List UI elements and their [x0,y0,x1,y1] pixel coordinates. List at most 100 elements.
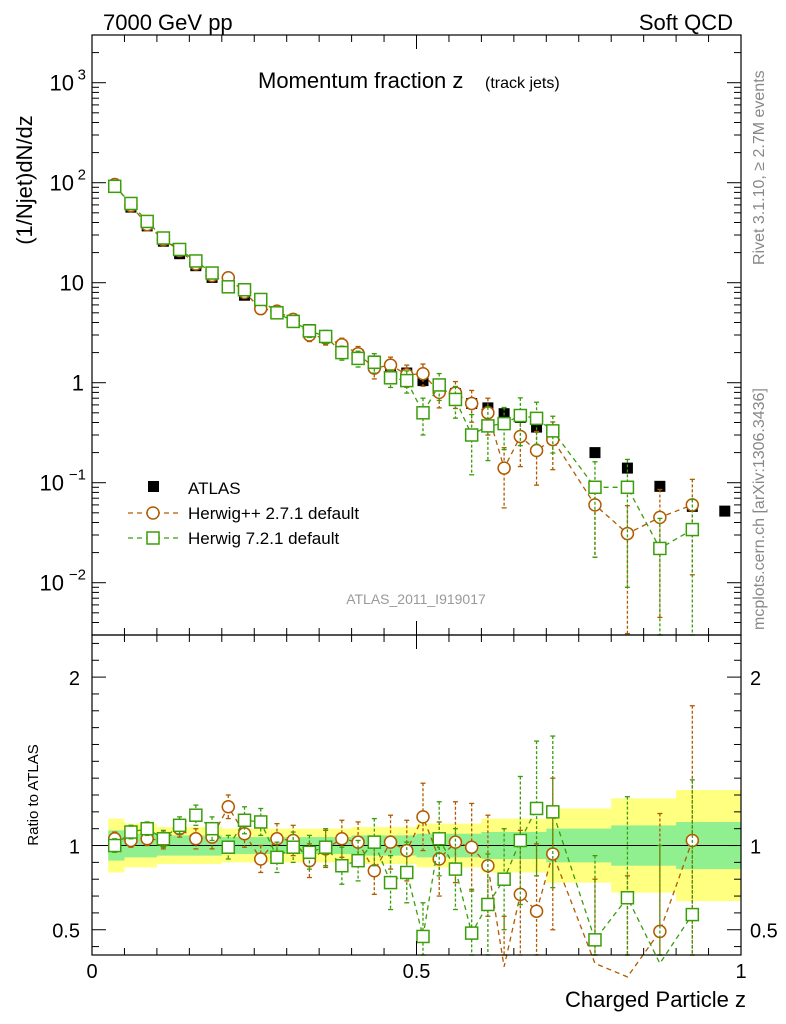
ratio-data-point [367,864,382,878]
legend: ATLAS Herwig++ 2.7.1 default Herwig 7.2.… [128,479,359,548]
data-point [335,345,349,360]
y-tick-label-exponent: −1 [69,467,86,484]
data-point [588,480,602,495]
atlas-data-point [719,505,731,517]
data-point [302,324,317,338]
ratio-data-point [221,800,236,814]
data-point [432,378,446,392]
data-point [124,196,138,211]
x-axis-label: Charged Particle z [565,987,746,1012]
plot-title-sub: (track jets) [485,75,560,92]
y-tick-label: 1 [72,371,84,396]
data-point [253,292,268,307]
legend-atlas-label: ATLAS [188,479,241,498]
ratio-data-point [400,865,414,880]
data-point [205,266,219,280]
ratio-y-axis-label: Ratio to ATLAS [25,744,42,845]
data-point [318,329,333,344]
y-axis-label: (1/Njet)dN/dz [12,115,37,245]
ratio-data-point [286,840,300,854]
ratio-y-tick-label-left: 2 [69,668,80,690]
y-tick-label-exponent: 2 [78,167,86,184]
data-point [620,480,635,495]
rivet-label: Rivet 3.1.10, ≥ 2.7M events [751,70,768,265]
x-tick-label: 1 [735,961,746,983]
ratio-data-point [432,832,446,846]
ratio-data-point [189,832,203,846]
analysis-label: ATLAS_2011_I919017 [346,591,486,607]
legend-herwig7-label: Herwig 7.2.1 default [188,529,339,548]
ratio-data-point [464,840,479,854]
x-tick-label: 0 [86,961,97,983]
data-point [189,254,203,268]
ratio-data-point [588,933,602,947]
ratio-data-point [318,840,333,854]
y-tick-label: 10 [40,471,64,496]
ratio-data-point [351,853,365,868]
ratio-data-point [620,890,635,905]
y-tick-label: 10 [50,171,74,196]
ratio-data-point [107,838,122,853]
ratio-data-point [383,835,398,849]
legend-herwig7-marker [146,531,160,545]
header-right: Soft QCD [639,10,733,35]
data-point [416,406,430,420]
ratio-data-point [237,813,252,828]
atlas-data-point [621,462,633,474]
data-point [400,373,414,388]
data-point [653,541,667,556]
plot-title-main: Momentum fraction z [258,68,463,93]
data-point [529,443,544,458]
data-point [286,314,300,329]
data-point [140,214,154,229]
ratio-data-point [416,810,430,824]
ratio-data-point [221,840,236,854]
data-point [685,522,700,537]
atlas-data-point [589,447,601,459]
header-left: 7000 GeV pp [103,10,233,35]
x-tick-label: 0.5 [403,961,431,983]
data-point [172,242,187,257]
ratio-data-point [205,821,219,836]
data-point [481,419,495,433]
ratio-plot-panel: 0.5 0.51 12 20 0.5 1 Ratio to ATLAS Charged P… [25,634,778,1012]
atlas-data-point [531,421,543,433]
legend-herwigpp-marker [146,506,160,520]
ratio-y-tick-label-right: 1 [750,837,761,859]
data-point [653,510,667,525]
ratio-data-point [156,832,171,846]
ratio-data-point [685,907,700,922]
legend-atlas-marker [148,481,159,492]
ratio-plot-frame [91,634,742,956]
data-point [497,461,511,475]
data-point [464,396,479,411]
data-point [497,416,511,431]
ratio-y-tick-label-right: 0.5 [750,921,778,943]
ratio-data-point [546,805,560,819]
y-tick-label-exponent: −2 [69,567,86,584]
ratio-data-point [302,845,317,860]
atlas-data-point [654,480,666,492]
ratio-y-tick-label-left: 1 [69,837,80,859]
ratio-data-point [367,835,382,849]
ratio-data-point [383,875,398,890]
ratio-data-point [124,825,138,839]
ratio-y-tick-label-left: 0.5 [52,921,80,943]
ratio-data-point [270,850,284,865]
data-point [367,355,382,370]
ratio-data-point [189,808,203,822]
data-point [351,351,365,366]
data-point [464,428,479,442]
y-tick-label: 10 [40,571,64,596]
data-point [221,280,236,294]
data-point [237,283,252,297]
ratio-data-point [335,832,349,846]
ratio-data-point [253,852,268,866]
ratio-data-point [529,904,544,918]
source-label: mcplots.cern.ch [arXiv:1306.3436] [751,388,768,630]
ratio-y-tick-label-right: 2 [750,668,761,690]
ratio-data-point [172,818,187,833]
ratio-data-point [253,815,268,829]
